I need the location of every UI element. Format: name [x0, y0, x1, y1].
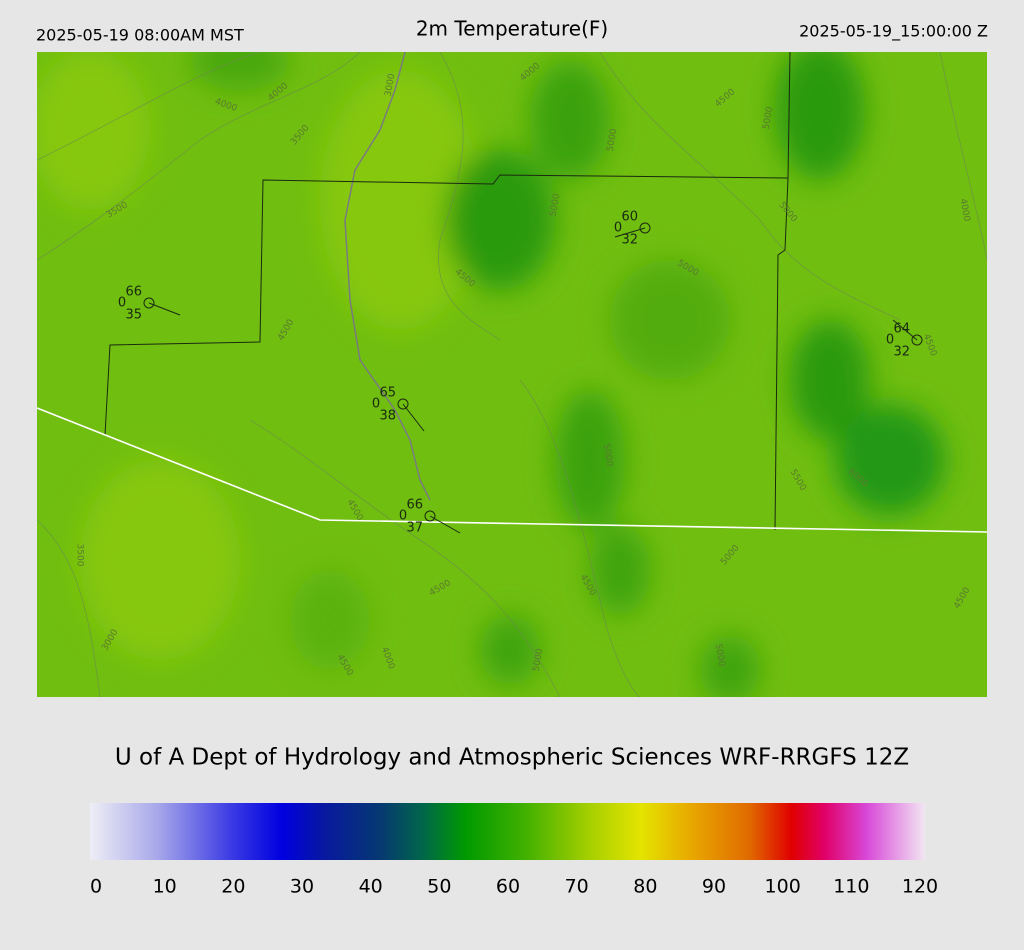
contour-label: 3500	[75, 544, 85, 567]
colorbar-tick-label: 0	[90, 876, 102, 898]
contour-label: 5000	[713, 643, 727, 668]
contour-label: 5000	[606, 128, 620, 153]
dewpoint: 37	[406, 521, 423, 536]
colorbar-tick-label: 20	[221, 876, 245, 898]
station-circle	[424, 510, 436, 522]
dewpoint: 32	[893, 345, 910, 360]
temperature: 60	[621, 210, 638, 225]
temperature: 65	[379, 386, 396, 401]
colorbar-tick-label: 80	[633, 876, 657, 898]
dewpoint: 35	[125, 308, 142, 323]
pressure: 0	[399, 509, 407, 524]
colorbar-tick-label: 30	[290, 876, 314, 898]
valid-time-utc: 2025-05-19_15:00:00 Z	[799, 22, 988, 42]
contour-label: 5000	[532, 648, 546, 673]
pressure: 0	[372, 397, 380, 412]
river	[344, 52, 431, 501]
contour-label: 5000	[549, 193, 563, 218]
title: 2m Temperature(F)	[416, 17, 608, 41]
valid-time-local: 2025-05-19 08:00AM MST	[36, 26, 244, 45]
temperature: 66	[406, 498, 423, 513]
pressure: 0	[118, 296, 126, 311]
wind-barb	[429, 515, 461, 534]
contour-label: 5000	[762, 106, 776, 131]
temperature-field	[37, 52, 945, 697]
temperature: 64	[893, 322, 910, 337]
contour-label: 5000	[601, 443, 615, 468]
footer: U of A Dept of Hydrology and Atmospheric…	[115, 745, 909, 771]
station-circle	[397, 398, 409, 410]
colorbar-tick-label: 60	[496, 876, 520, 898]
station-circle	[639, 222, 651, 234]
dewpoint: 32	[621, 233, 638, 248]
pressure: 0	[614, 221, 622, 236]
colorbar-tick-label: 50	[427, 876, 451, 898]
colorbar-tick-label: 10	[153, 876, 177, 898]
colorbar-tick-label: 120	[902, 876, 938, 898]
station-circle	[143, 297, 155, 309]
wind-barb	[148, 302, 181, 316]
colorbar	[90, 803, 925, 860]
dewpoint: 38	[379, 409, 396, 424]
colorbar-tick-label: 70	[565, 876, 589, 898]
state-border	[37, 407, 987, 533]
pressure: 0	[886, 333, 894, 348]
wind-barb	[402, 403, 425, 432]
station-circle	[911, 334, 923, 346]
colorbar-tick-label: 40	[359, 876, 383, 898]
colorbar-tick-label: 90	[702, 876, 726, 898]
colorbar-tick-label: 100	[765, 876, 801, 898]
colorbar-tick-label: 110	[833, 876, 869, 898]
temperature: 66	[125, 285, 142, 300]
contour-label: 3000	[384, 73, 398, 98]
contour-label: 4000	[958, 198, 972, 223]
contours	[37, 52, 987, 697]
county-borders	[104, 52, 791, 531]
colorbar-ticks: 0 10 20 30 40 50 60 70 80 90 100 110 120	[90, 876, 938, 898]
